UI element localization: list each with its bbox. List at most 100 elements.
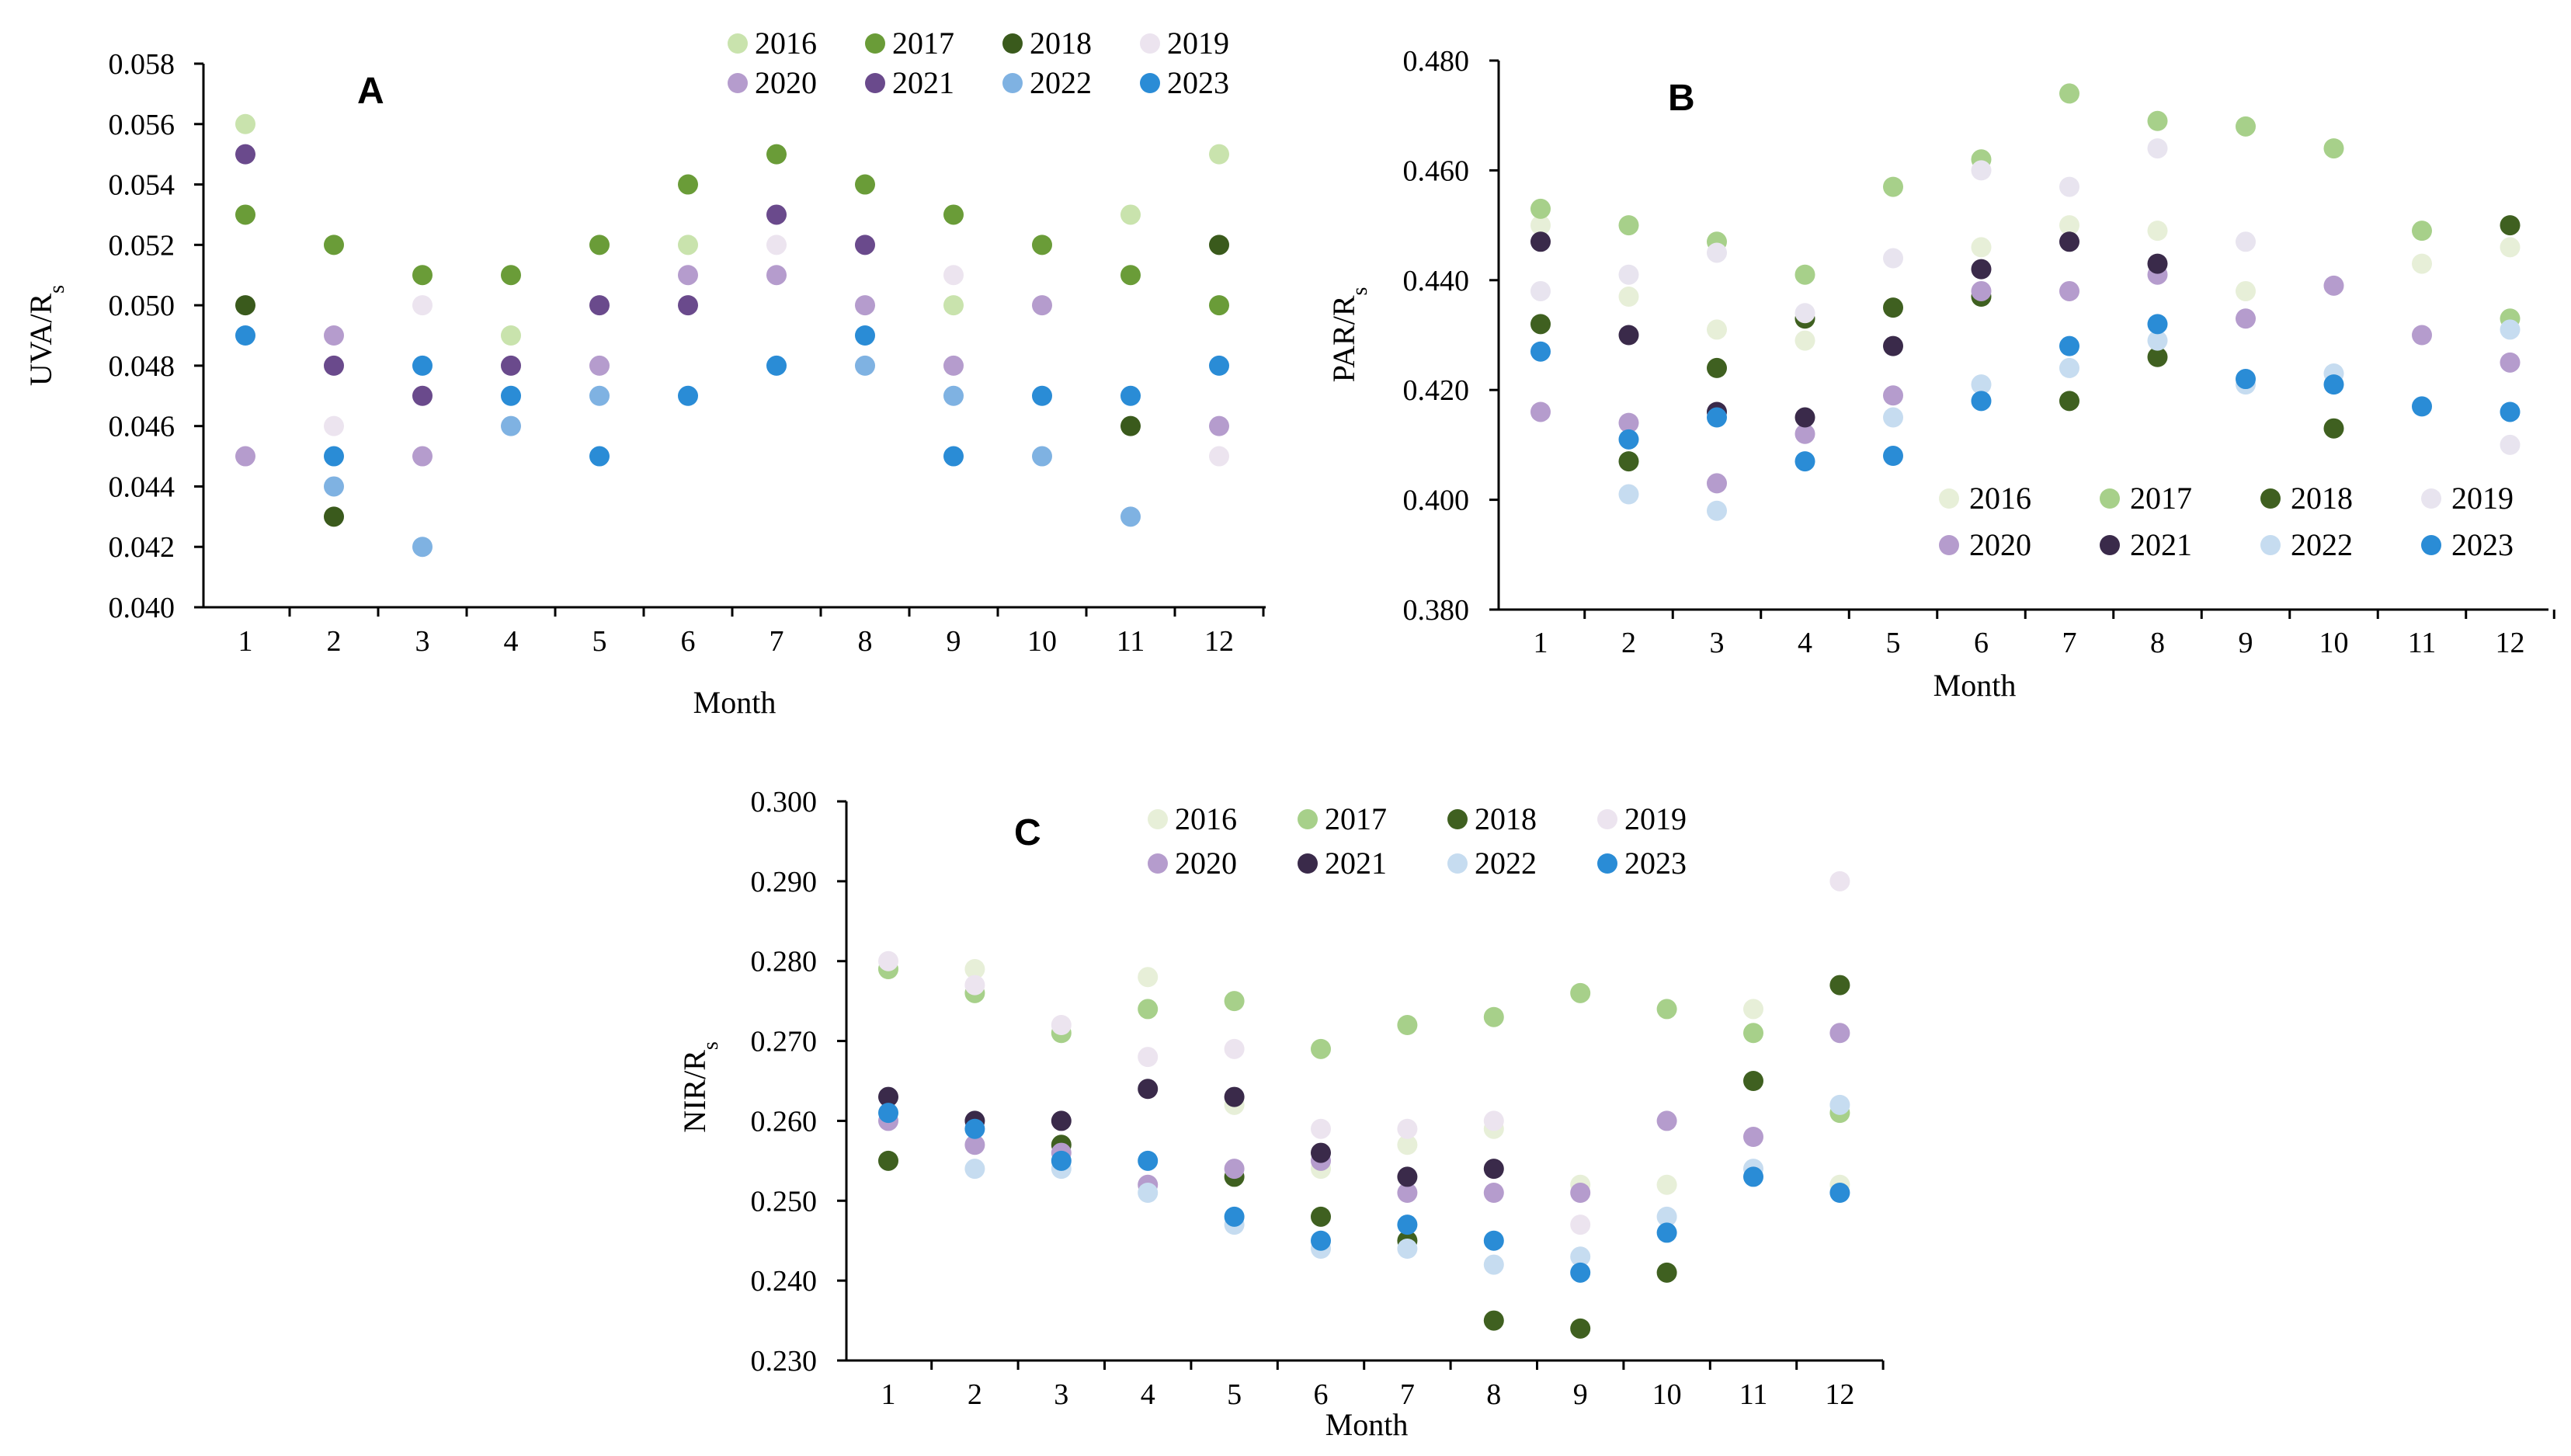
panel-c-legend-marker-2019: [1597, 809, 1617, 829]
panel-c-point-2018-m12: [1829, 975, 1850, 996]
panel-b-legend-marker-2022: [2260, 535, 2281, 555]
panel-b-point-2023-m1: [1530, 341, 1551, 362]
panel-b-x-tick-label: 8: [2150, 627, 2165, 659]
panel-c-point-2022-m7: [1397, 1239, 1418, 1259]
panel-a-legend-label-2020: 2020: [755, 65, 817, 100]
panel-b-x-tick-label: 3: [1710, 627, 1725, 659]
panel-b-point-2018-m7: [2059, 391, 2079, 412]
panel-a-point-2022-m8: [855, 355, 875, 376]
panel-c-point-2018-m8: [1483, 1310, 1504, 1331]
panel-b-legend-label-2022: 2022: [2291, 527, 2353, 562]
panel-b-y-tick-label: 0.400: [1403, 485, 1470, 517]
panel-a-point-2020-m3: [412, 446, 433, 467]
panel-a-point-2023-m1: [235, 325, 255, 346]
panel-a-legend-marker-2019: [1140, 33, 1160, 54]
panel-a-point-2020-m5: [589, 355, 610, 376]
panel-b-point-2020-m6: [1971, 280, 1992, 301]
panel-c-point-2018-m11: [1743, 1071, 1763, 1091]
panel-b-point-2023-m4: [1794, 451, 1815, 472]
panel-a-point-2020-m2: [324, 325, 344, 346]
panel-c-legend-label-2020: 2020: [1175, 846, 1237, 881]
panel-b-point-2023-m8: [2147, 314, 2168, 335]
panel-c-legend-marker-2018: [1447, 809, 1468, 829]
panel-b-point-2019-m5: [1883, 248, 1903, 269]
panel-a-x-tick-label: 3: [415, 625, 430, 658]
panel-a-legend-marker-2021: [865, 73, 885, 93]
panel-c-legend-marker-2022: [1447, 853, 1468, 874]
panel-a-point-2017-m3: [412, 265, 433, 286]
panel-b-point-2017-m9: [2236, 116, 2256, 137]
panel-c-nir-chart: C 0.230 0.240 0.250 0.260 0.270 0.280 0.290 0.3…: [677, 786, 1885, 1442]
panel-b-point-2019-m12: [2500, 434, 2521, 455]
panel-a-point-2016-m1: [235, 113, 255, 134]
panel-a-y-tick-label: 0.048: [109, 350, 175, 383]
panel-a-point-2017-m2: [324, 235, 344, 255]
panel-b-legend-marker-2018: [2260, 488, 2281, 509]
panel-b-point-2019-m8: [2147, 138, 2168, 159]
panel-c-legend-label-2022: 2022: [1475, 846, 1537, 881]
panel-b-point-2020-m1: [1530, 401, 1551, 422]
panel-b-point-2018-m10: [2323, 418, 2344, 439]
panel-a-point-2021-m7: [766, 204, 787, 225]
panel-b-point-2019-m7: [2059, 176, 2079, 197]
panel-c-y-tick-label: 0.230: [751, 1345, 818, 1378]
panel-b-point-2016-m8: [2147, 221, 2168, 242]
panel-b-legend-marker-2019: [2421, 488, 2441, 509]
panel-a-point-2016-m12: [1209, 144, 1229, 165]
panel-b-x-tick-label: 9: [2239, 627, 2253, 659]
panel-b-point-2023-m10: [2323, 374, 2344, 395]
panel-b-point-2022-m3: [1707, 500, 1727, 521]
panel-c-point-2017-m10: [1656, 999, 1677, 1020]
panel-c-y-tick-label: 0.290: [751, 866, 818, 898]
panel-a-point-2022-m11: [1120, 506, 1141, 527]
panel-c-y-tick-label: 0.280: [751, 946, 818, 978]
panel-a-point-2022-m2: [324, 476, 344, 497]
panel-c-point-2017-m6: [1311, 1038, 1331, 1059]
panel-b-point-2023-m2: [1618, 429, 1639, 450]
panel-a-point-2019-m2: [324, 415, 344, 436]
panel-b-x-tick-label: 7: [2062, 627, 2077, 659]
panel-c-x-tick-label: 1: [881, 1378, 896, 1411]
panel-b-y-tick-label: 0.460: [1403, 155, 1470, 187]
panel-a-point-2023-m2: [324, 446, 344, 467]
panel-a-point-2020-m6: [678, 265, 698, 286]
panel-b-legend-marker-2020: [1939, 535, 1959, 555]
panel-c-point-2023-m8: [1483, 1230, 1504, 1251]
panel-b-y-tick-label: 0.440: [1403, 265, 1470, 297]
panel-a-point-2017-m6: [678, 174, 698, 195]
panel-c-point-2018-m1: [878, 1150, 898, 1171]
panel-a-x-tick-label: 6: [681, 625, 696, 658]
panel-c-point-2023-m10: [1656, 1222, 1677, 1243]
panel-a-y-tick-label: 0.040: [109, 592, 175, 624]
panel-b-point-2022-m5: [1883, 407, 1903, 428]
panel-a-x-tick-label: 12: [1204, 625, 1234, 658]
panel-b-point-2016-m12: [2500, 237, 2521, 258]
panel-c-legend-marker-2017: [1298, 809, 1318, 829]
panel-a-legend-label-2016: 2016: [755, 26, 817, 61]
panel-b-point-2020-m5: [1883, 385, 1903, 406]
panel-c-legend-label-2016: 2016: [1175, 801, 1237, 836]
panel-a-point-2021-m4: [501, 355, 521, 376]
panel-b-point-2017-m5: [1883, 176, 1903, 197]
panel-b-point-2021-m2: [1618, 325, 1639, 346]
panel-b-point-2018-m2: [1618, 451, 1639, 472]
panel-b-x-tick-label: 5: [1886, 627, 1901, 659]
panel-b-point-2019-m3: [1707, 242, 1727, 263]
panel-a-point-2023-m9: [943, 446, 964, 467]
panel-b-point-2022-m8: [2147, 330, 2168, 351]
panel-c-point-2016-m4: [1138, 967, 1159, 988]
panel-c-point-2017-m8: [1483, 1006, 1504, 1027]
panel-a-point-2019-m3: [412, 295, 433, 316]
panel-c-point-2017-m4: [1138, 999, 1159, 1020]
panel-c-point-2022-m9: [1570, 1246, 1591, 1267]
panel-c-point-2023-m2: [964, 1118, 985, 1139]
panel-a-legend-marker-2018: [1002, 33, 1023, 54]
panel-c-point-2022-m8: [1483, 1254, 1504, 1275]
panel-a-point-2017-m1: [235, 204, 255, 225]
panel-a-point-2020-m8: [855, 295, 875, 316]
panel-a-point-2020-m9: [943, 355, 964, 376]
panel-c-point-2019-m2: [964, 975, 985, 996]
panel-a-point-2021-m1: [235, 144, 255, 165]
panel-b-point-2016-m3: [1707, 319, 1727, 340]
panel-a-letter: A: [357, 71, 384, 112]
